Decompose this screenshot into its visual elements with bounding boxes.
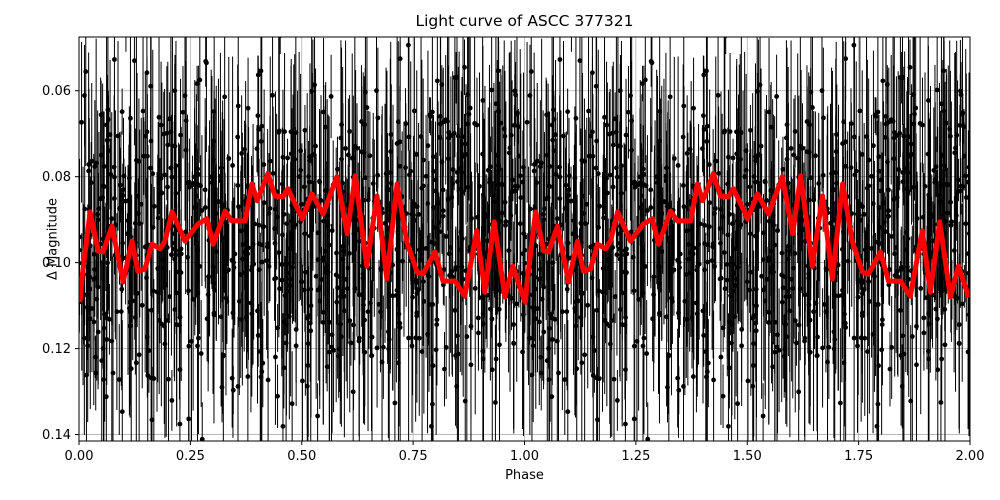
x-axis-ticks: 0.00 0.25 0.50 0.75 1.00 1.25 1.50 1.75 2.00	[65, 441, 985, 464]
x-tick-label: 1.00	[510, 449, 539, 464]
chart-title: Light curve of ASCC 377321	[415, 12, 634, 30]
x-tick-label: 1.50	[733, 449, 762, 464]
x-axis-label: Phase	[505, 468, 544, 483]
y-axis-label: Δ Magnitude	[45, 198, 61, 280]
y-axis-ticks: 0.06 0.08 0.10 0.12 0.14	[42, 84, 79, 443]
y-tick-label: 0.08	[42, 170, 71, 185]
x-tick-label: 0.50	[287, 449, 316, 464]
y-tick-label: 0.10	[42, 256, 71, 271]
y-tick-label: 0.12	[42, 342, 71, 357]
x-tick-label: 0.00	[65, 449, 94, 464]
y-tick-label: 0.14	[42, 428, 71, 443]
x-tick-label: 0.75	[399, 449, 428, 464]
x-tick-label: 0.25	[176, 449, 205, 464]
x-tick-label: 2.00	[956, 449, 985, 464]
x-tick-label: 1.75	[844, 449, 873, 464]
y-tick-label: 0.06	[42, 84, 71, 99]
model-curve	[79, 171, 970, 305]
x-tick-label: 1.25	[621, 449, 650, 464]
